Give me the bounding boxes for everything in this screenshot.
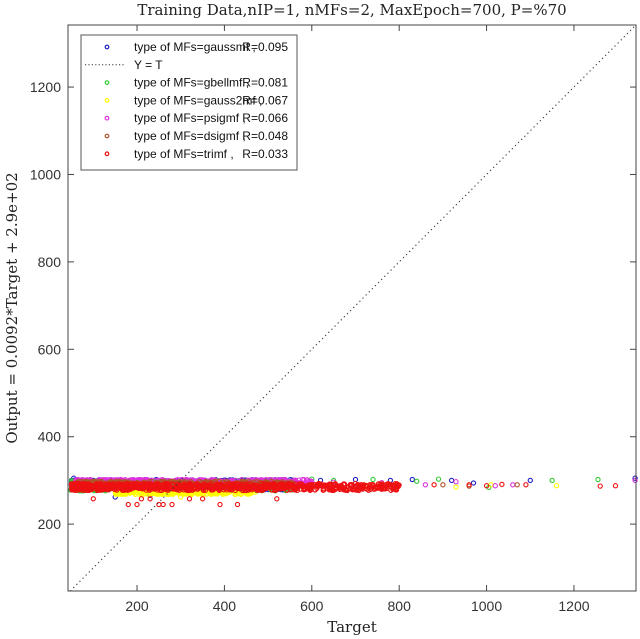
x-axis-ticks: 200 400 600 800 1000 1200 — [125, 25, 590, 614]
legend-series-label: type of MFs=gauss2mf , — [134, 93, 262, 107]
x-tick-label: 800 — [388, 598, 412, 614]
legend-marker-icon — [104, 97, 110, 103]
y-tick-label: 1200 — [30, 79, 61, 95]
legend-series-label: type of MFs=trimf , — [134, 147, 234, 161]
y-tick-label: 1000 — [30, 166, 61, 182]
axes-frame — [67, 24, 637, 592]
y-tick-label: 600 — [38, 341, 62, 357]
x-tick-label: 1000 — [471, 598, 502, 614]
series-points — [68, 480, 619, 508]
legend-box — [80, 34, 298, 171]
x-tick-label: 600 — [300, 598, 324, 614]
x-axis-label: Target — [327, 618, 376, 636]
chart-title: Training Data,nIP=1, nMFs=2, MaxEpoch=70… — [137, 1, 566, 19]
legend-marker-icon — [104, 44, 110, 50]
legend-series-label: type of MFs=psigmf , — [134, 111, 246, 125]
legend-r-value: R=0.048 — [242, 129, 288, 143]
y-axis-ticks: 200 400 600 800 1000 1200 — [30, 79, 636, 532]
legend-series-label: type of MFs=dsigmf , — [134, 129, 246, 143]
y-axis-label: Output = 0.0092*Target + 2.9e+02 — [3, 172, 21, 443]
legend-r-value: R=0.066 — [242, 111, 288, 125]
legend-marker-icon — [104, 151, 110, 157]
legend-series-label: type of MFs=gaussmf , — [134, 40, 256, 54]
x-tick-label: 1200 — [558, 598, 589, 614]
legend-r-value: R=0.081 — [242, 76, 288, 90]
legend-r-value: R=0.067 — [242, 93, 288, 107]
legend-series-label: type of MFs=gbellmf , — [134, 76, 249, 90]
legend-r-value: R=0.095 — [242, 40, 288, 54]
legend-reference-label: Y = T — [134, 58, 163, 72]
x-tick-label: 400 — [213, 598, 237, 614]
y-tick-label: 800 — [38, 254, 62, 270]
legend: type of MFs=gaussmf ,R=0.095 Y = T type of… — [80, 34, 298, 171]
legend-marker-icon — [104, 133, 110, 139]
legend-r-value: R=0.033 — [242, 147, 288, 161]
x-tick-label: 200 — [125, 598, 149, 614]
scatter-points — [67, 475, 638, 508]
y-tick-label: 400 — [38, 429, 62, 445]
legend-marker-icon — [104, 115, 110, 121]
y-tick-label: 200 — [38, 516, 62, 532]
legend-marker-icon — [104, 80, 110, 85]
